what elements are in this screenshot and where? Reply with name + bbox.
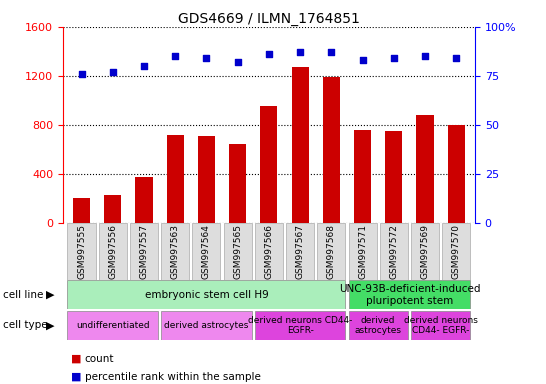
- Point: [202, 55, 211, 61]
- Bar: [260, 106, 277, 223]
- Point: [264, 51, 273, 57]
- Bar: [411, 223, 439, 280]
- Bar: [286, 223, 314, 280]
- Bar: [417, 115, 434, 223]
- Text: GSM997572: GSM997572: [389, 224, 399, 279]
- Bar: [448, 125, 465, 223]
- Point: [452, 55, 461, 61]
- Bar: [348, 223, 377, 280]
- Point: [389, 55, 398, 61]
- Text: derived
astrocytes: derived astrocytes: [355, 316, 402, 335]
- Point: [327, 49, 336, 55]
- Bar: [99, 223, 127, 280]
- Text: percentile rank within the sample: percentile rank within the sample: [85, 372, 260, 382]
- Point: [140, 63, 149, 69]
- Text: cell line: cell line: [3, 290, 43, 300]
- Bar: [68, 311, 158, 340]
- Text: ▶: ▶: [46, 320, 55, 331]
- Text: embryonic stem cell H9: embryonic stem cell H9: [145, 290, 268, 300]
- Title: GDS4669 / ILMN_1764851: GDS4669 / ILMN_1764851: [178, 12, 360, 26]
- Bar: [161, 311, 252, 340]
- Bar: [68, 223, 96, 280]
- Text: UNC-93B-deficient-induced
pluripotent stem: UNC-93B-deficient-induced pluripotent st…: [339, 284, 480, 306]
- Bar: [354, 130, 371, 223]
- Bar: [130, 223, 158, 280]
- Bar: [411, 311, 470, 340]
- Text: GSM997557: GSM997557: [139, 224, 149, 280]
- Bar: [104, 195, 121, 223]
- Point: [420, 53, 429, 59]
- Bar: [380, 223, 408, 280]
- Text: derived astrocytes: derived astrocytes: [164, 321, 248, 330]
- Point: [296, 49, 305, 55]
- Text: ■: ■: [71, 372, 81, 382]
- Text: ▶: ▶: [46, 290, 55, 300]
- Text: GSM997570: GSM997570: [452, 224, 461, 280]
- Text: GSM997555: GSM997555: [77, 224, 86, 280]
- Bar: [348, 280, 470, 309]
- Point: [171, 53, 180, 59]
- Bar: [198, 136, 215, 223]
- Text: derived neurons CD44-
EGFR-: derived neurons CD44- EGFR-: [248, 316, 352, 335]
- Text: GSM997564: GSM997564: [202, 224, 211, 279]
- Text: GSM997568: GSM997568: [327, 224, 336, 280]
- Text: GSM997571: GSM997571: [358, 224, 367, 280]
- Bar: [255, 223, 283, 280]
- Text: GSM997565: GSM997565: [233, 224, 242, 280]
- Bar: [385, 131, 402, 223]
- Bar: [161, 223, 189, 280]
- Text: cell type: cell type: [3, 320, 48, 331]
- Text: GSM997556: GSM997556: [108, 224, 117, 280]
- Text: GSM997566: GSM997566: [264, 224, 274, 280]
- Bar: [135, 177, 152, 223]
- Text: undifferentiated: undifferentiated: [76, 321, 150, 330]
- Text: derived neurons
CD44- EGFR-: derived neurons CD44- EGFR-: [403, 316, 478, 335]
- Point: [77, 71, 86, 77]
- Point: [233, 59, 242, 65]
- Bar: [229, 144, 246, 223]
- Bar: [167, 135, 184, 223]
- Bar: [442, 223, 470, 280]
- Text: GSM997569: GSM997569: [420, 224, 430, 280]
- Bar: [224, 223, 252, 280]
- Point: [358, 57, 367, 63]
- Bar: [323, 77, 340, 223]
- Text: GSM997567: GSM997567: [295, 224, 305, 280]
- Bar: [68, 280, 346, 309]
- Text: count: count: [85, 354, 114, 364]
- Bar: [73, 198, 90, 223]
- Text: GSM997563: GSM997563: [171, 224, 180, 280]
- Point: [109, 69, 117, 75]
- Bar: [317, 223, 346, 280]
- Bar: [192, 223, 221, 280]
- Text: ■: ■: [71, 354, 81, 364]
- Bar: [255, 311, 346, 340]
- Bar: [348, 311, 408, 340]
- Bar: [292, 67, 308, 223]
